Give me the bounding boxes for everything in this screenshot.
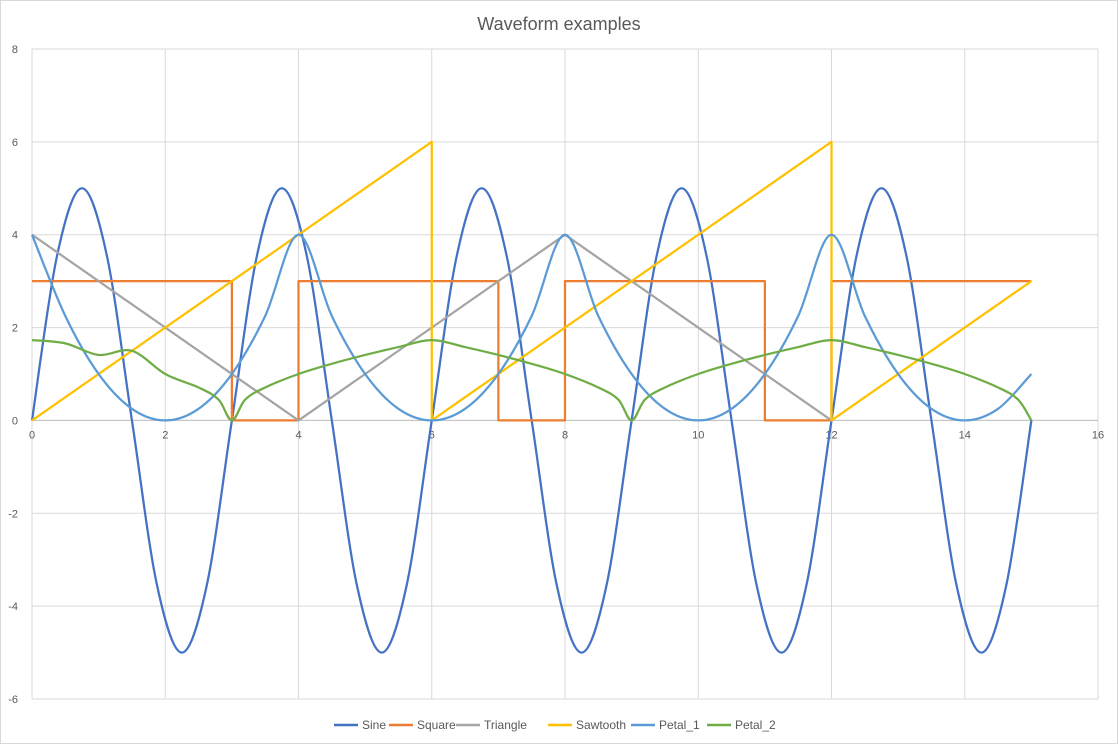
x-tick-label: 4 [295, 429, 301, 441]
y-tick-label: 0 [12, 415, 18, 427]
axes: -6 -4 -2 0 2 4 6 8 0 2 4 6 8 10 12 14 16 [8, 44, 1104, 706]
legend-item-petal-2: Petal_2 [707, 718, 776, 732]
legend-item-triangle: Triangle [456, 718, 527, 732]
series-lines [30, 140, 1033, 654]
legend-label: Petal_2 [735, 718, 776, 732]
y-tick-label: 6 [12, 137, 18, 149]
legend-item-sawtooth: Sawtooth [548, 718, 626, 732]
legend-item-square: Square [389, 718, 456, 732]
x-tick-label: 12 [825, 429, 837, 441]
legend-label: Square [417, 718, 456, 732]
y-tick-label: 8 [12, 44, 18, 56]
chart-title: Waveform examples [477, 14, 640, 34]
legend: Sine Square Triangle Sawtooth Petal_1 Petal_2 [334, 718, 776, 732]
x-tick-label: 2 [162, 429, 168, 441]
y-tick-label: -2 [8, 508, 18, 520]
legend-label: Triangle [484, 718, 527, 732]
y-tick-label: -4 [8, 601, 18, 613]
series-line-square [32, 280, 1032, 422]
x-tick-label: 8 [562, 429, 568, 441]
legend-label: Petal_1 [659, 718, 700, 732]
series-line-petal-2 [31, 338, 1033, 422]
y-tick-label: 2 [12, 323, 18, 335]
legend-item-petal-1: Petal_1 [631, 718, 700, 732]
legend-label: Sawtooth [576, 718, 626, 732]
x-tick-label: 0 [29, 429, 35, 441]
legend-item-sine: Sine [334, 718, 386, 732]
x-tick-label: 16 [1092, 429, 1104, 441]
y-tick-label: 4 [12, 230, 18, 242]
x-tick-label: 6 [429, 429, 435, 441]
series-line-petal-1 [30, 233, 1033, 422]
x-tick-label: 10 [692, 429, 704, 441]
legend-label: Sine [362, 718, 386, 732]
series-line-sawtooth [31, 140, 1033, 422]
x-tick-label: 14 [959, 429, 971, 441]
y-tick-label: -6 [8, 694, 18, 706]
